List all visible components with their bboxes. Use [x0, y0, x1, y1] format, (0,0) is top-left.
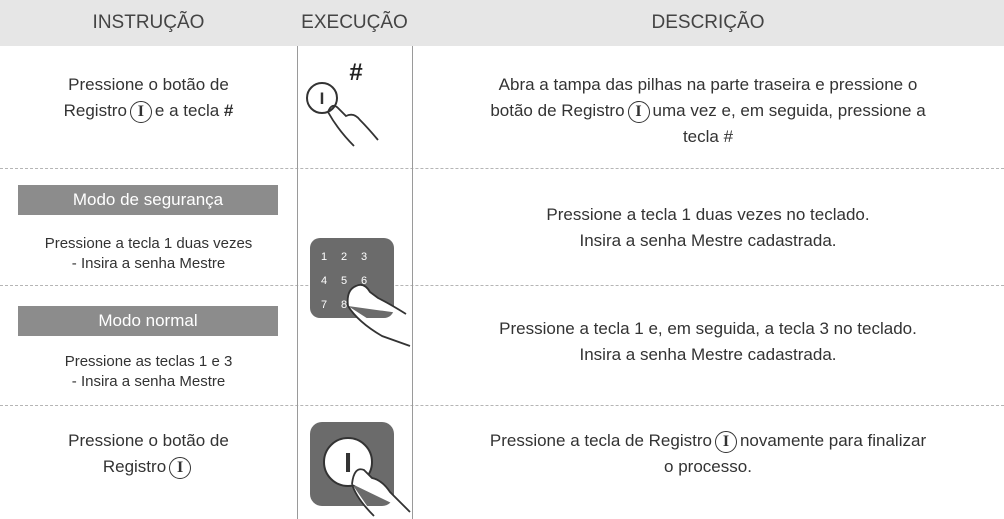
mode-label: Modo de segurança [18, 185, 278, 215]
key: 8 [341, 299, 347, 311]
mode-label: Modo normal [18, 306, 278, 336]
header-description: DESCRIÇÃO [651, 12, 765, 33]
key: 1 [321, 251, 327, 263]
key: 3 [361, 251, 367, 263]
register-icon: I [627, 100, 650, 123]
description: Pressione a tecla 1 e, em seguida, a tec… [412, 316, 1004, 368]
register-icon: I [169, 456, 192, 479]
text: uma vez e, em seguida, pressione a [652, 101, 926, 120]
column-divider [297, 46, 298, 519]
hash-key: # [349, 59, 362, 86]
text: Registro [102, 457, 167, 476]
text: Pressione a tecla de Registro [489, 431, 712, 450]
text: Pressione as teclas 1 e 3 [64, 353, 233, 370]
execution-illustrations: I # 1 2 3 4 5 6 7 8 I [306, 59, 411, 517]
text: - Insira a senha Mestre [71, 255, 226, 272]
instruction: Pressione o botão de Registro I [0, 428, 297, 480]
text: botão de Registro [490, 101, 625, 120]
text: - Insira a senha Mestre [71, 373, 226, 390]
text: Pressione a tecla 1 duas vezes no teclad… [546, 205, 870, 224]
text: Insira a senha Mestre cadastrada. [579, 345, 837, 364]
text: e a tecla [154, 101, 220, 120]
column-divider [412, 46, 413, 519]
key: 6 [361, 275, 367, 287]
text: Pressione a tecla 1 e, em seguida, a tec… [499, 319, 917, 338]
header-band [0, 0, 1004, 46]
text: tecla # [682, 127, 734, 146]
register-icon: I [129, 100, 152, 123]
button-label: I [344, 447, 352, 478]
finger [327, 104, 379, 147]
press-register-hash: I # [306, 59, 379, 147]
header-instruction: INSTRUÇÃO [92, 12, 205, 33]
row-divider [0, 405, 1004, 406]
register-icon: I [714, 430, 737, 453]
text: Pressione o botão de [68, 75, 229, 94]
key: 2 [341, 251, 347, 263]
instruction: Pressione a tecla 1 duas vezes - Insira … [0, 234, 297, 274]
finger [346, 283, 411, 347]
text: Insira a senha Mestre cadastrada. [579, 231, 837, 250]
text: Pressione a tecla 1 duas vezes [44, 235, 253, 252]
header-execution: EXECUÇÃO [301, 12, 408, 33]
text: Registro [63, 101, 127, 120]
row-divider [0, 168, 1004, 169]
text: Abra a tampa das pilhas na parte traseir… [498, 75, 918, 94]
key: 5 [341, 275, 347, 287]
text: Pressione o botão de [68, 431, 229, 450]
button [306, 82, 338, 114]
text: # [223, 101, 234, 120]
description: Abra a tampa das pilhas na parte traseir… [412, 72, 1004, 150]
row-divider [0, 285, 1004, 286]
instruction: Pressione as teclas 1 e 3 - Insira a sen… [0, 352, 297, 392]
description: Pressione a tecla 1 duas vezes no teclad… [412, 202, 1004, 254]
finger [351, 468, 411, 517]
key: 4 [321, 275, 327, 287]
press-register: I [310, 422, 411, 517]
text: novamente para finalizar [739, 431, 927, 450]
text: o processo. [664, 457, 752, 476]
keypad: 1 2 3 4 5 6 7 8 [310, 238, 411, 347]
button-label: I [320, 89, 325, 108]
key: 7 [321, 299, 327, 311]
